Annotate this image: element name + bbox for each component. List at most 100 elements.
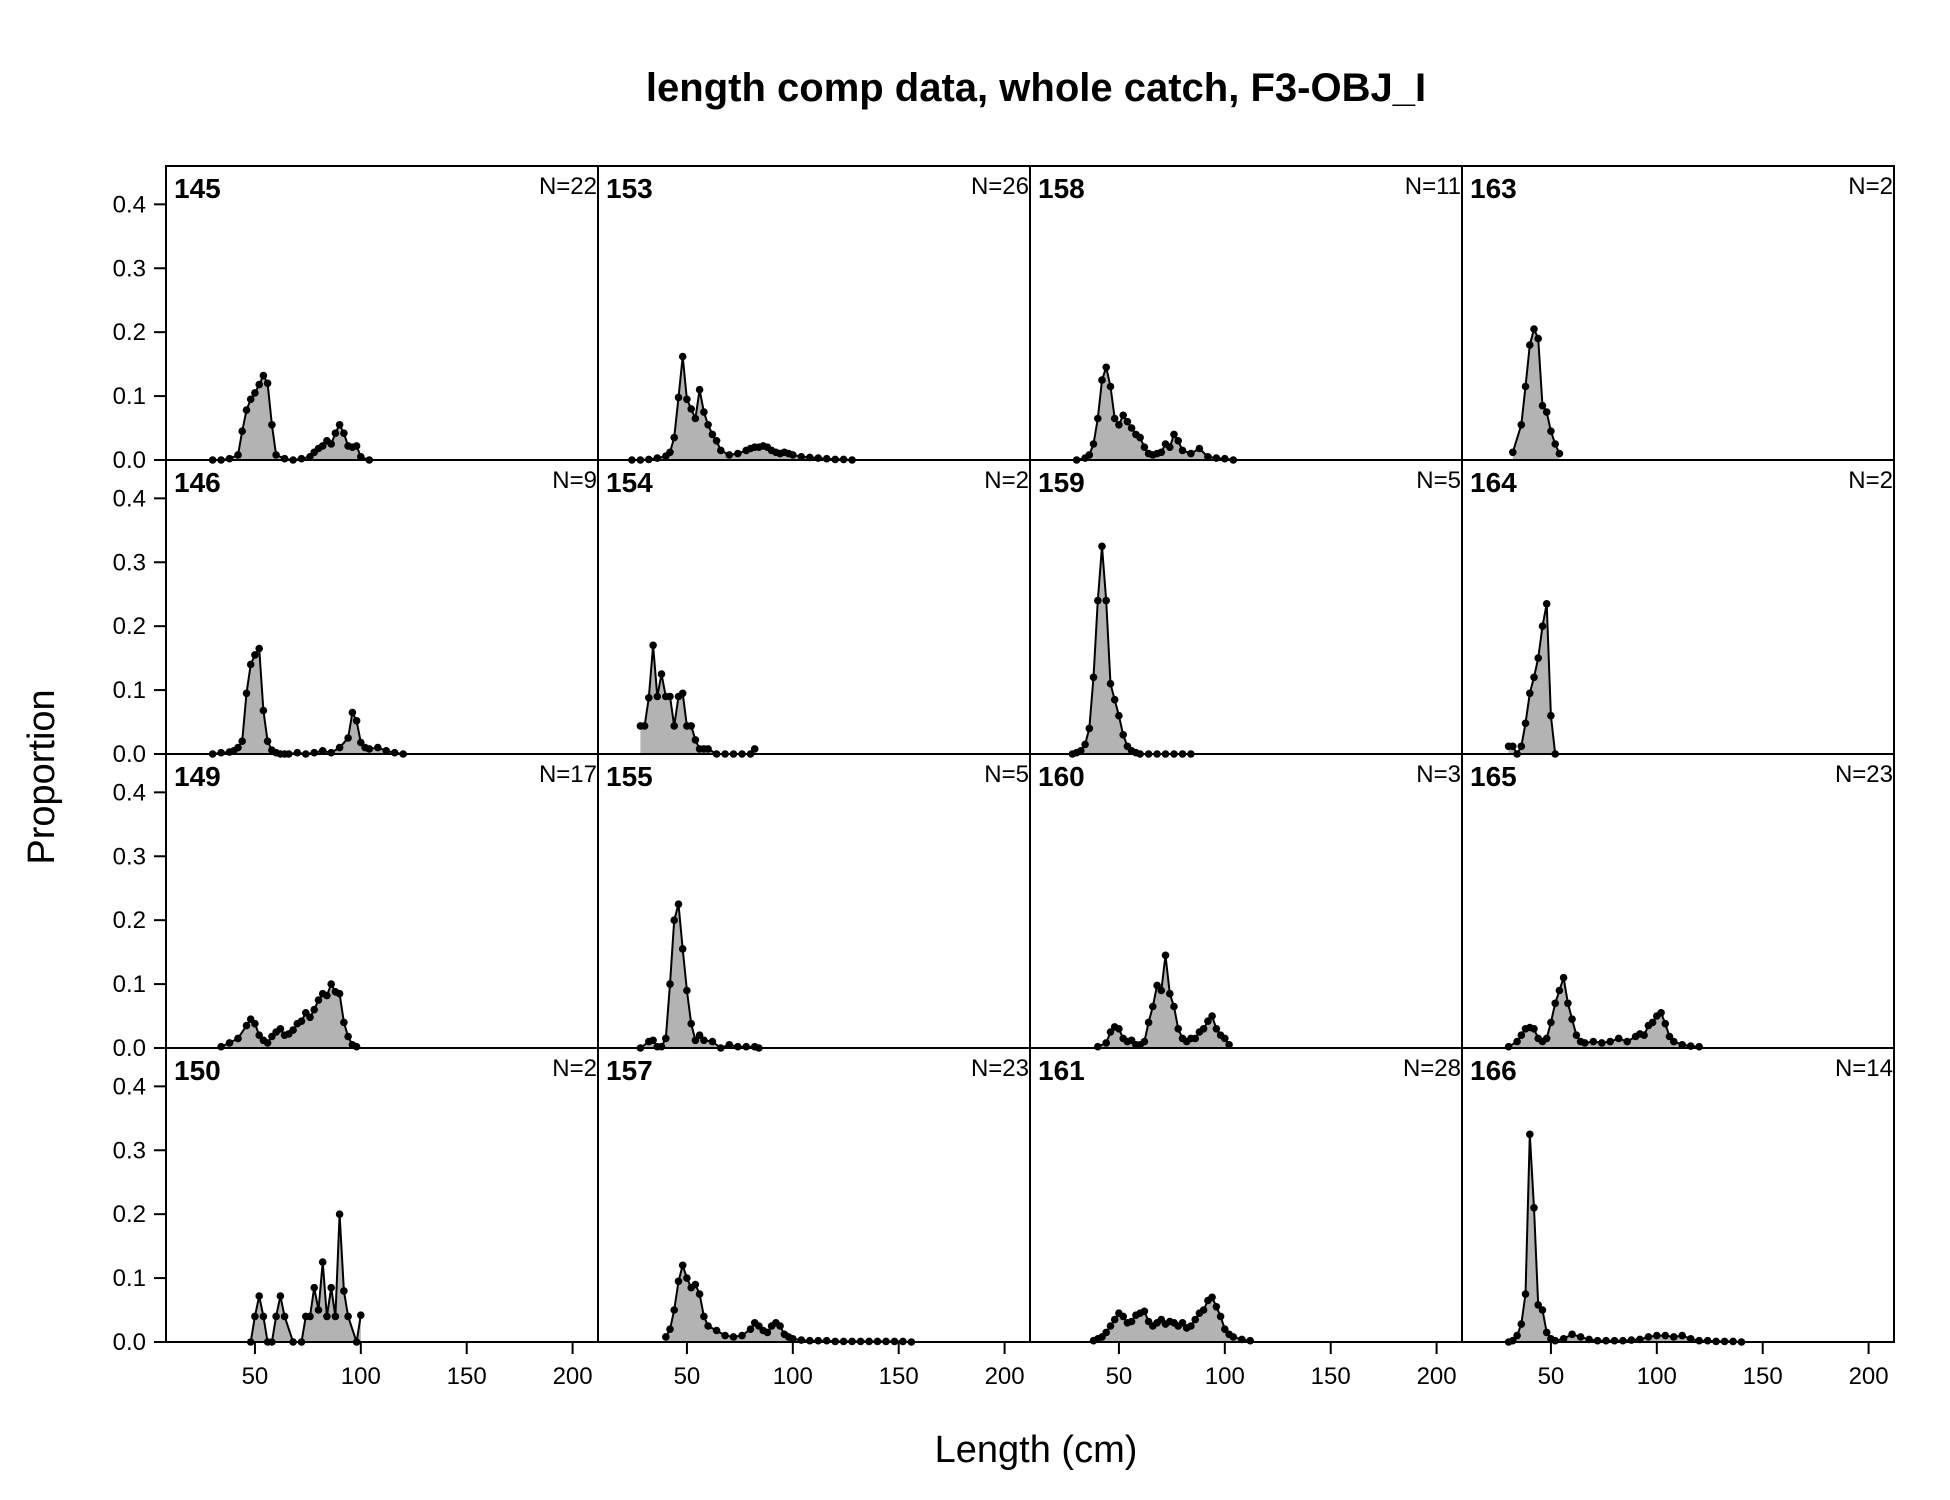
x-tick-label: 50 <box>674 1363 701 1390</box>
series-line <box>1508 1134 1742 1343</box>
data-point <box>335 1210 344 1218</box>
data-point <box>666 1325 674 1333</box>
data-point <box>335 743 344 752</box>
data-point <box>1098 542 1106 551</box>
data-point <box>1606 1037 1614 1046</box>
data-point <box>746 1325 755 1333</box>
data-point <box>1534 334 1542 343</box>
data-point <box>1191 1034 1199 1043</box>
x-tick-label: 200 <box>1849 1363 1889 1390</box>
data-point <box>1521 719 1530 728</box>
y-tick-label: 0.2 <box>113 907 146 934</box>
data-point <box>1530 1204 1538 1212</box>
data-point <box>323 991 331 1000</box>
data-point <box>678 689 687 698</box>
data-point <box>1094 596 1102 605</box>
data-point <box>1140 1307 1149 1316</box>
x-tick-label: 50 <box>1106 1363 1133 1390</box>
data-point <box>721 1331 729 1340</box>
data-point <box>1174 1025 1182 1033</box>
panel-n-label: N=2 <box>552 1055 597 1082</box>
data-point <box>640 722 649 730</box>
data-point <box>700 1036 708 1045</box>
data-point <box>666 448 674 457</box>
data-point <box>1221 1034 1229 1043</box>
panel-158: 158 N=11 <box>1038 173 1461 464</box>
data-point <box>1157 448 1166 457</box>
panel-year-label: 166 <box>1470 1055 1517 1086</box>
data-point <box>678 352 687 361</box>
area-fill <box>640 904 759 1048</box>
data-point <box>251 389 259 397</box>
panel-161: 161 N=28 <box>1038 1055 1461 1345</box>
data-point <box>1538 622 1547 630</box>
panel-164: 164 N=2 <box>1470 467 1893 758</box>
data-point <box>225 454 234 463</box>
data-point <box>683 395 691 404</box>
panel-n-label: N=9 <box>552 467 597 494</box>
data-point <box>1517 1320 1526 1328</box>
panel-year-label: 161 <box>1038 1055 1085 1086</box>
data-point <box>1212 1303 1221 1311</box>
x-tick-label: 100 <box>341 1363 381 1390</box>
x-tick-label: 50 <box>242 1363 269 1390</box>
y-tick-label: 0.0 <box>113 1329 146 1356</box>
data-point <box>1504 1042 1513 1051</box>
data-point <box>272 1312 280 1321</box>
data-point <box>297 454 306 463</box>
data-point <box>1187 1322 1195 1330</box>
panel-150: 150 N=2 <box>174 1055 597 1346</box>
data-point <box>310 1283 319 1292</box>
data-point <box>242 689 251 698</box>
y-tick-label: 0.1 <box>113 677 146 704</box>
data-point <box>1204 1017 1212 1025</box>
x-tick-label: 150 <box>447 1363 487 1390</box>
panel-n-label: N=3 <box>1416 761 1461 788</box>
data-point <box>691 1280 700 1289</box>
panel-160: 160 N=3 <box>1038 761 1461 1051</box>
data-point <box>263 1039 272 1047</box>
data-point <box>1204 453 1212 461</box>
panel-n-label: N=2 <box>1848 173 1893 200</box>
data-point <box>318 442 327 450</box>
data-point <box>1102 596 1110 605</box>
panel-153: 153 N=26 <box>606 173 1029 464</box>
data-point <box>704 745 712 753</box>
data-point <box>255 380 263 389</box>
data-point <box>1534 654 1542 662</box>
data-point <box>234 743 242 752</box>
data-point <box>365 745 374 753</box>
data-point <box>674 900 683 908</box>
data-point <box>1178 446 1187 455</box>
data-point <box>251 1019 259 1028</box>
area-fill <box>1076 367 1234 460</box>
data-point <box>1170 430 1178 439</box>
data-point <box>1695 1336 1703 1345</box>
data-point <box>1517 421 1526 429</box>
panel-year-label: 163 <box>1470 173 1517 204</box>
data-point <box>1542 1328 1551 1337</box>
data-point <box>327 748 336 757</box>
data-point <box>327 1283 336 1292</box>
data-point <box>327 980 336 988</box>
data-point <box>259 371 268 380</box>
data-point <box>1081 740 1089 749</box>
data-point <box>1174 437 1182 445</box>
x-tick-label: 150 <box>1743 1363 1783 1390</box>
data-point <box>1077 747 1085 755</box>
panel-year-label: 155 <box>606 761 653 792</box>
y-tick-label: 0.3 <box>113 255 146 282</box>
data-point <box>806 1336 814 1345</box>
data-point <box>352 1042 361 1051</box>
data-point <box>1110 695 1119 704</box>
data-point <box>1517 1031 1526 1039</box>
data-point <box>814 1336 822 1345</box>
data-point <box>1602 1336 1610 1345</box>
data-point <box>789 451 797 459</box>
y-tick-label: 0.3 <box>113 549 146 576</box>
data-point <box>1178 1319 1187 1327</box>
data-point <box>331 1312 340 1321</box>
data-point <box>1640 1031 1648 1039</box>
data-point <box>1542 1034 1551 1043</box>
